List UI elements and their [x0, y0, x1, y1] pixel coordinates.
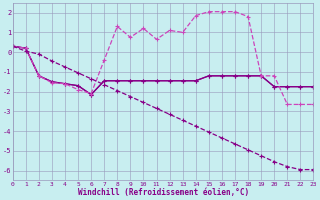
- X-axis label: Windchill (Refroidissement éolien,°C): Windchill (Refroidissement éolien,°C): [77, 188, 249, 197]
